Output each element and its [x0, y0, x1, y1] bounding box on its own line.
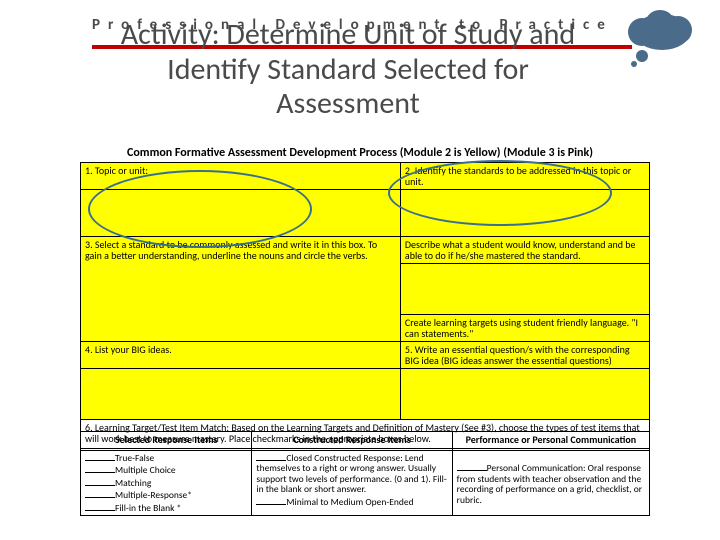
- col-selected-response: Selected Response Items: [81, 432, 252, 449]
- process-table: 1. Topic or unit: 2. Identify the standa…: [80, 162, 650, 451]
- cell-constructed-items: Closed Constructed Response: Lend themse…: [252, 449, 452, 516]
- col-constructed-response: Constructed Response Items: [252, 432, 452, 449]
- sr-fill-blank: Fill-in the Blank *: [115, 502, 181, 514]
- cell-essential-q-body: [400, 369, 649, 420]
- cell-topic-body: [81, 190, 401, 237]
- cell-essential-q-header: 5. Write an essential question/s with th…: [400, 342, 649, 369]
- cell-describe-mastery: Describe what a student would know, unde…: [400, 237, 649, 264]
- cell-learning-targets: Create learning targets using student fr…: [400, 315, 649, 342]
- col-performance: Performance or Personal Communication: [452, 432, 649, 449]
- table-title: Common Formative Assessment Development …: [80, 146, 640, 160]
- cell-standards-header: 2. Identify the standards to be addresse…: [400, 163, 649, 190]
- cell-performance-items: Personal Communication: Oral response fr…: [452, 449, 649, 516]
- response-type-table: Selected Response Items Constructed Resp…: [80, 431, 650, 516]
- cell-describe-body: [400, 264, 649, 315]
- cell-standards-body: [400, 190, 649, 237]
- title-line-2: Identify Standard Selected for: [167, 51, 529, 88]
- cell-big-ideas-body: [81, 369, 401, 420]
- cr-open: Minimal to Medium Open-Ended: [286, 496, 413, 508]
- cell-select-standard: 3. Select a standard to be commonly asse…: [81, 237, 401, 342]
- sr-multiple-response: Multiple-Response*: [115, 489, 192, 501]
- slide-page: Professional Development to Practice Act…: [0, 0, 720, 540]
- sr-true-false: True-False: [115, 452, 154, 464]
- sr-matching: Matching: [115, 477, 151, 489]
- title-line-1: Activity: Determine Unit of Study and: [121, 16, 575, 53]
- slide-title: Activity: Determine Unit of Study and Id…: [48, 18, 648, 122]
- cell-big-ideas-header: 4. List your BIG ideas.: [81, 342, 401, 369]
- title-line-3: Assessment: [276, 85, 420, 122]
- cell-topic-header: 1. Topic or unit:: [81, 163, 401, 190]
- sr-multiple-choice: Multiple Choice: [115, 464, 176, 476]
- cell-selected-items: True-False Multiple Choice Matching Mult…: [81, 449, 252, 516]
